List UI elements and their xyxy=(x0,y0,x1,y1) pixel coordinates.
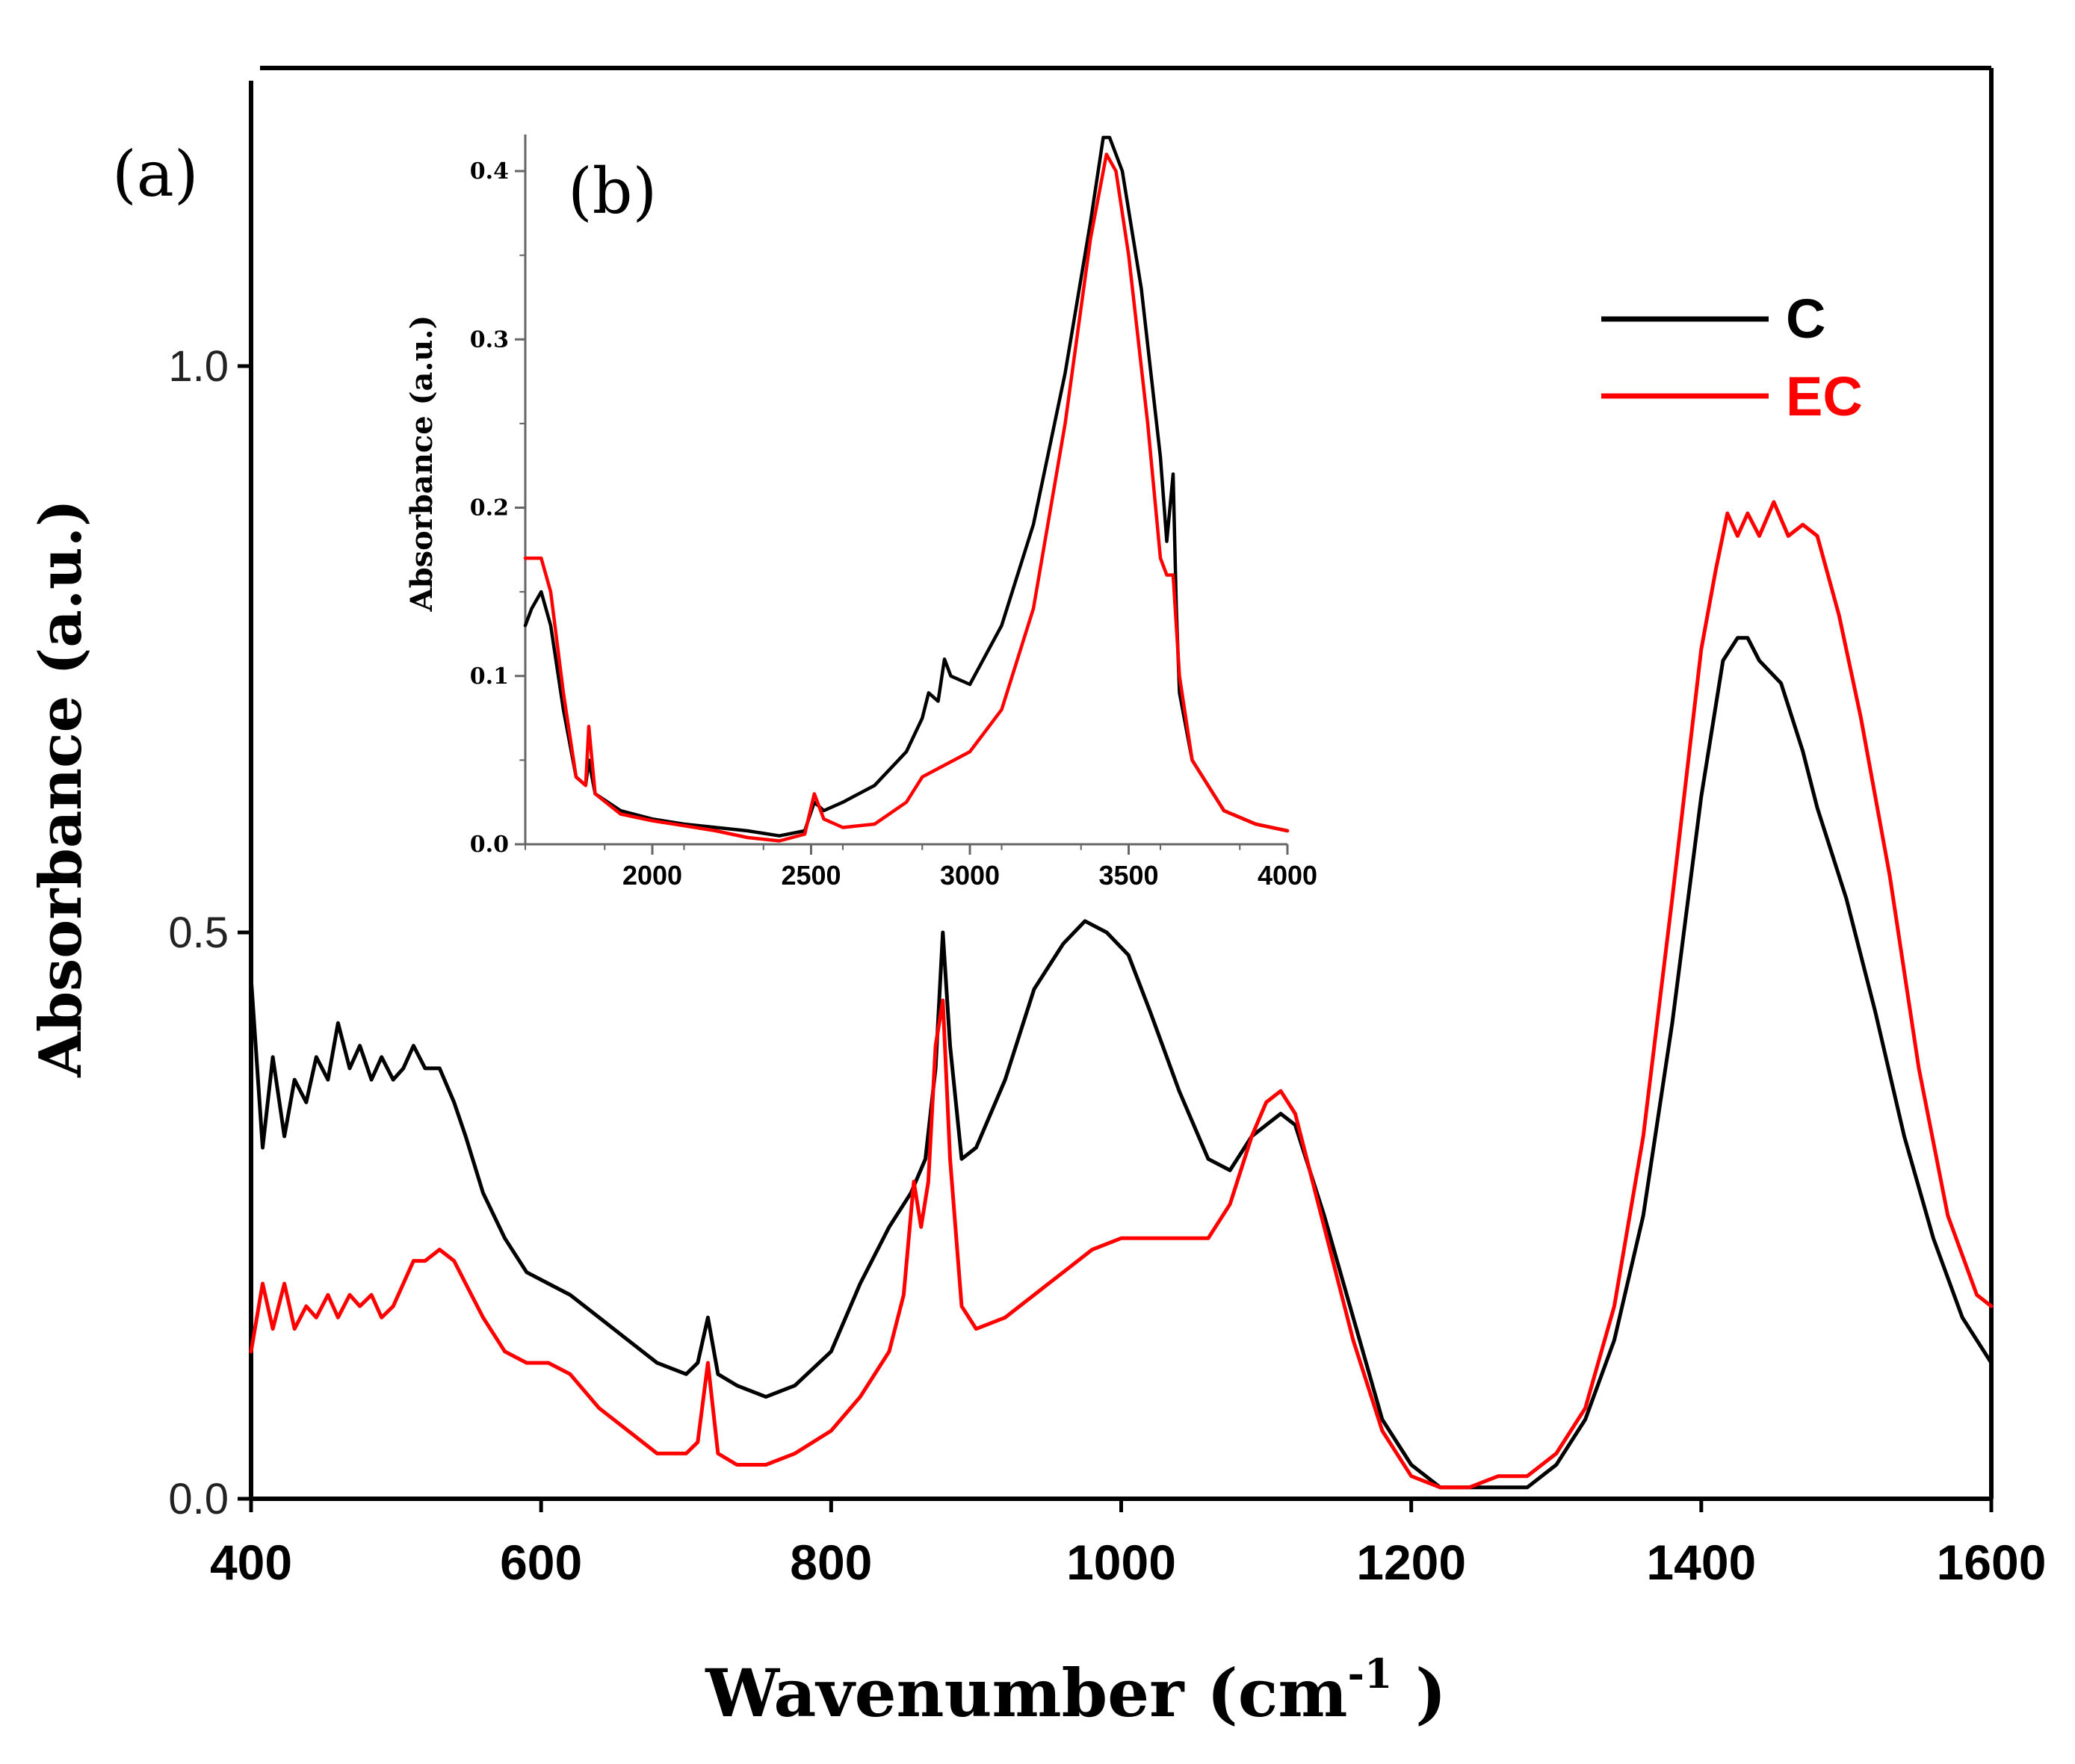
main-series-c xyxy=(249,636,1994,1490)
inset-x-tick-label: 4000 xyxy=(1258,860,1317,891)
inset-series xyxy=(523,135,1290,843)
inset-y-tick-label: 0.4 xyxy=(470,158,509,185)
inset-y-tick-label: 0.3 xyxy=(470,327,509,353)
legend-label-ec: EC xyxy=(1786,365,1863,427)
main-x-tick-label: 400 xyxy=(210,1535,292,1590)
inset-x-tick-label: 2500 xyxy=(781,860,841,891)
main-y-tick-label: 0.0 xyxy=(168,1475,229,1523)
legend-label-c: C xyxy=(1786,288,1825,350)
main-y-axis-label: Absorbance (a.u.) xyxy=(27,499,95,1078)
inset-x-tick-label: 3000 xyxy=(940,860,1000,891)
main-x-tick-label: 1200 xyxy=(1356,1535,1466,1590)
inset-x-ticks: 2000 2500 3000 3500 4000 xyxy=(524,844,1317,891)
main-x-tick-label: 1400 xyxy=(1646,1535,1756,1590)
main-y-tick-label: 1.0 xyxy=(168,342,229,391)
inset-plot: 2000 2500 3000 3500 4000 0.0 0.1 0.2 0.3 0.4 Abs… xyxy=(404,134,1317,891)
main-x-tick-label: 800 xyxy=(790,1535,872,1590)
main-y-ticks: 0.0 0.5 1.0 xyxy=(168,342,251,1523)
main-plot: 400 600 800 1000 1200 1400 1600 0.0 0.5 1.0 Wave… xyxy=(27,66,2046,1732)
main-x-tick-label: 600 xyxy=(500,1535,582,1590)
inset-x-tick-label: 3500 xyxy=(1098,860,1158,891)
inset-x-tick-label: 2000 xyxy=(622,860,682,891)
inset-y-tick-label: 0.0 xyxy=(470,832,509,858)
main-x-tick-label: 1000 xyxy=(1066,1535,1176,1590)
inset-y-ticks: 0.0 0.1 0.2 0.3 0.4 xyxy=(470,158,525,858)
main-y-tick-label: 0.5 xyxy=(168,909,229,957)
main-x-ticks: 400 600 800 1000 1200 1400 1600 xyxy=(210,1499,2046,1590)
inset-y-axis-label: Absorbance (a.u.) xyxy=(404,315,439,613)
panel-label-a: (a) xyxy=(112,137,199,211)
inset-series-ec xyxy=(523,152,1290,843)
inset-series-c xyxy=(523,135,1290,838)
inset-y-tick-label: 0.1 xyxy=(470,663,509,690)
main-x-tick-label: 1600 xyxy=(1937,1535,2047,1590)
main-x-axis-label: Wavenumber (cm-1 ) xyxy=(705,1650,1447,1732)
main-series-ec xyxy=(249,500,1994,1490)
inset-y-tick-label: 0.2 xyxy=(470,495,509,522)
panel-label-b: (b) xyxy=(568,155,657,228)
main-series xyxy=(249,500,1994,1490)
legend: C EC xyxy=(1601,288,1863,427)
